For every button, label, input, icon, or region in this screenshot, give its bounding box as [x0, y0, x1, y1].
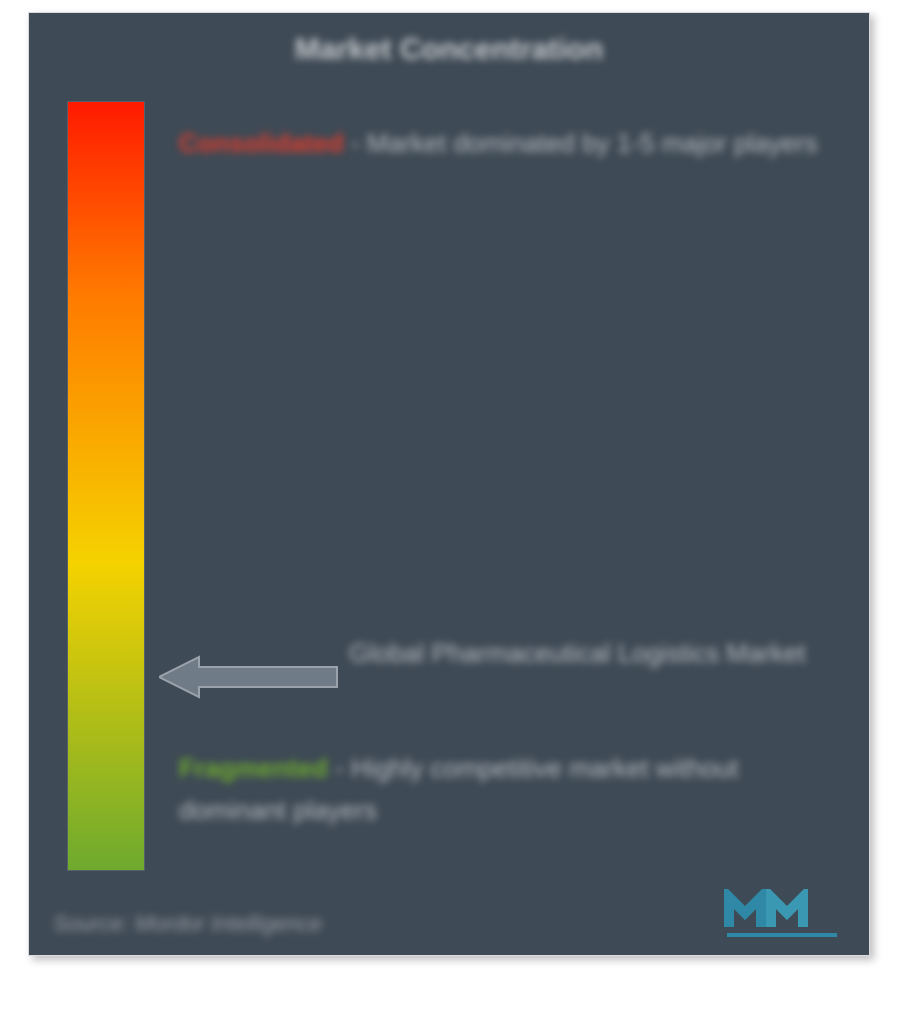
infographic-container: Market Concentration Consolidated - Mark…: [0, 0, 898, 1009]
logo-underline: [727, 933, 837, 937]
concentration-gradient-bar: [67, 101, 145, 871]
infographic-card: Market Concentration Consolidated - Mark…: [28, 12, 870, 956]
fragmented-description: Fragmented - Highly competitive market w…: [179, 748, 819, 831]
fragmented-keyword: Fragmented: [179, 753, 328, 783]
brand-logo: [723, 889, 843, 941]
consolidated-keyword: Consolidated: [179, 128, 344, 158]
market-name-label: Global Pharmaceutical Logistics Market: [349, 633, 806, 675]
arrow-shape: [159, 657, 337, 697]
source-attribution: Source: Mordor Intelligence: [53, 911, 322, 937]
market-position-arrow: [159, 653, 339, 701]
logo-m1: [729, 897, 761, 927]
consolidated-text: - Market dominated by 1-5 major players: [344, 128, 818, 158]
chart-title: Market Concentration: [29, 13, 869, 67]
consolidated-description: Consolidated - Market dominated by 1-5 m…: [179, 123, 818, 165]
logo-m2: [771, 897, 803, 927]
